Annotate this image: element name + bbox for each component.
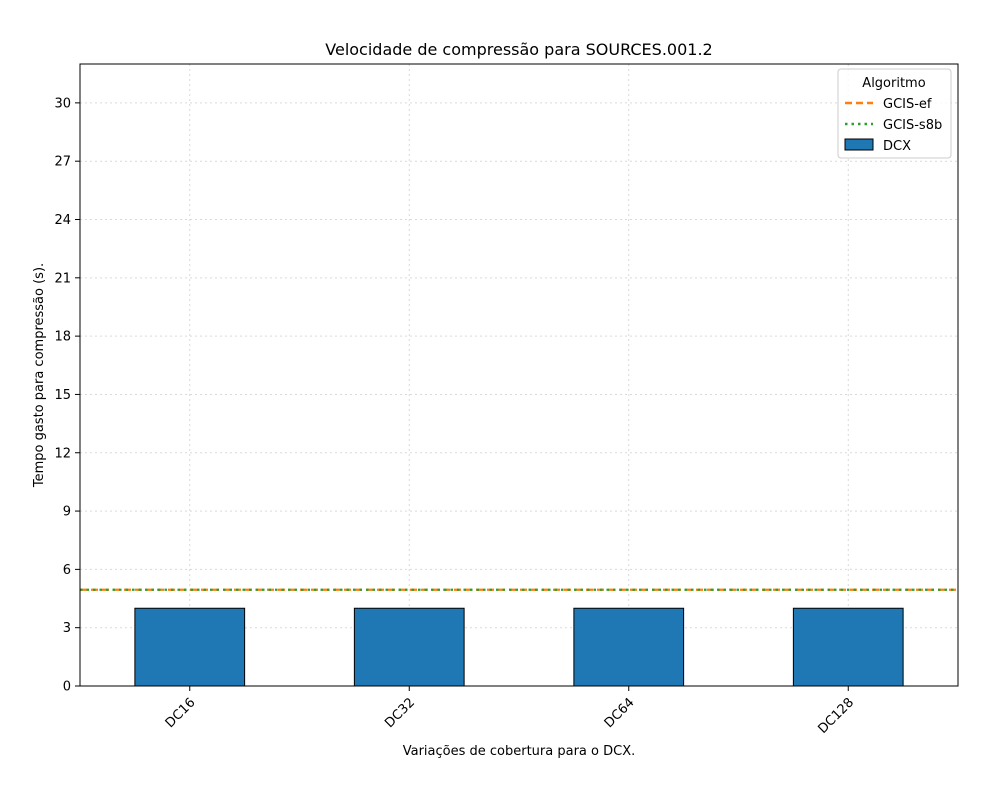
y-tick-label: 15 bbox=[54, 388, 71, 403]
legend-box bbox=[837, 68, 952, 159]
y-axis-label: Tempo gasto para compressão (s). bbox=[32, 263, 47, 488]
x-tick-label: DC16 bbox=[163, 695, 199, 731]
x-tick-label: DC64 bbox=[602, 695, 638, 731]
bar-dc32 bbox=[353, 607, 465, 687]
legend-label-gcis-ef: GCIS-ef bbox=[883, 97, 932, 112]
legend-swatch-dcx bbox=[844, 138, 874, 151]
y-tick-label: 3 bbox=[63, 621, 71, 636]
grid bbox=[80, 64, 958, 687]
bar-dc128 bbox=[792, 607, 904, 687]
y-tick-label: 9 bbox=[63, 505, 71, 520]
y-tick-label: 27 bbox=[54, 155, 71, 170]
bar-dc16 bbox=[134, 607, 246, 687]
x-axis: DC16 DC32 DC64 DC128 bbox=[163, 686, 857, 737]
x-tick-label: DC32 bbox=[382, 695, 418, 731]
x-axis-label: Variações de cobertura para o DCX. bbox=[403, 744, 636, 759]
y-tick-label: 21 bbox=[54, 271, 71, 286]
y-tick-label: 18 bbox=[54, 330, 71, 345]
bar-dc64 bbox=[573, 607, 685, 687]
y-tick-label: 6 bbox=[63, 563, 71, 578]
plot-frame bbox=[79, 63, 959, 687]
y-axis: 0 3 6 9 12 15 18 21 24 27 30 bbox=[54, 96, 80, 695]
y-tick-label: 24 bbox=[54, 213, 71, 228]
y-tick-label: 30 bbox=[54, 96, 71, 111]
bars bbox=[134, 607, 904, 687]
legend-label-dcx: DCX bbox=[883, 139, 911, 154]
x-tick-label: DC128 bbox=[815, 695, 857, 737]
legend: Algoritmo GCIS-ef GCIS-s8b DCX bbox=[837, 68, 952, 159]
y-tick-label: 0 bbox=[63, 680, 71, 695]
y-tick-label: 12 bbox=[54, 446, 71, 461]
legend-title: Algoritmo bbox=[862, 76, 925, 91]
chart-title: Velocidade de compressão para SOURCES.00… bbox=[325, 40, 712, 59]
legend-label-gcis-s8b: GCIS-s8b bbox=[883, 118, 942, 133]
